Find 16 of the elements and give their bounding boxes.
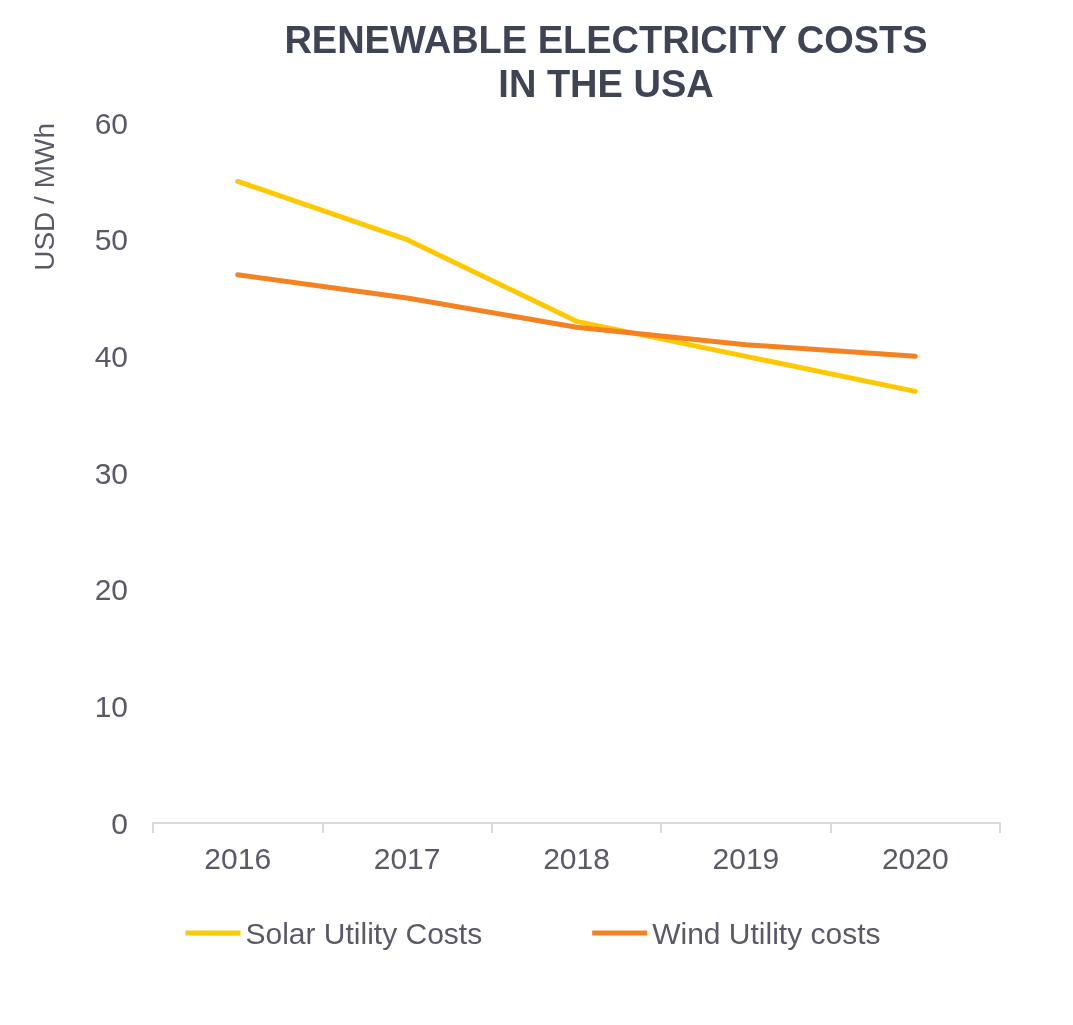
x-tick-label: 2018	[543, 841, 610, 875]
y-tick-label: 10	[94, 689, 128, 723]
legend-label: Wind Utility costs	[652, 916, 881, 950]
x-tick-label: 2019	[712, 841, 780, 875]
y-tick-label: 50	[94, 223, 128, 257]
y-tick-label: 60	[94, 106, 128, 140]
y-axis-title: USD / MWh	[28, 123, 60, 271]
x-tick-label: 2020	[881, 841, 949, 875]
chart-title: RENEWABLE ELECTRICITY COSTS IN THE USA	[284, 19, 928, 105]
y-tick-label: 0	[111, 806, 128, 840]
legend-label: Solar Utility Costs	[245, 916, 483, 950]
x-tick-label: 2016	[204, 841, 272, 875]
x-tick-label: 2017	[373, 841, 441, 875]
y-tick-label: 30	[94, 456, 128, 490]
y-tick-label: 40	[94, 339, 128, 373]
y-tick-label: 20	[94, 573, 128, 607]
